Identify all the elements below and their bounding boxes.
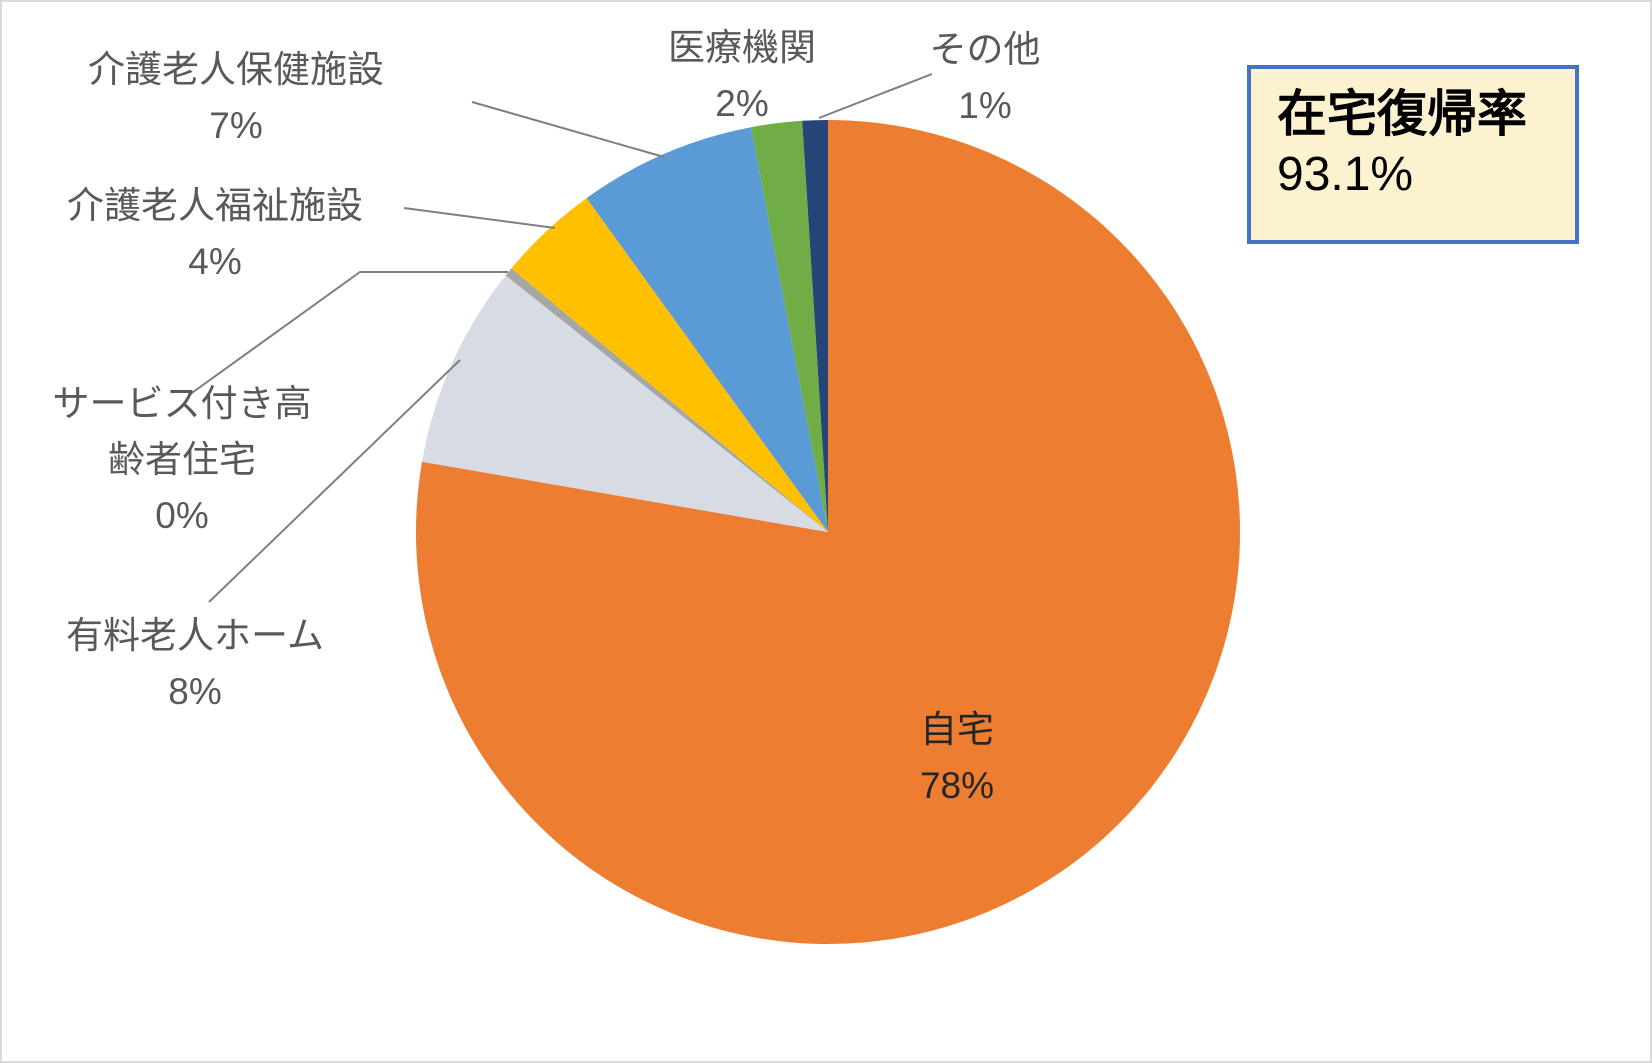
home-return-rate-box: 在宅復帰率 93.1%: [1247, 65, 1579, 244]
pie-data-label: 介護老人福祉施設 4%: [67, 178, 363, 290]
pie-data-label-line: 2%: [715, 83, 769, 124]
pie-data-label: サービス付き高 齢者住宅 0%: [53, 376, 312, 544]
pie-data-label-line: 7%: [209, 105, 263, 146]
leader-line: [818, 73, 933, 119]
leader-line: [188, 271, 508, 396]
pie-slice-3: [505, 268, 828, 532]
pie-data-label: 介護老人保健施設 7%: [88, 42, 384, 154]
pie-slice-2: [422, 275, 828, 532]
pie-data-label-line: 4%: [188, 241, 242, 282]
pie-data-label-line: サービス付き高: [52, 383, 312, 424]
home-return-rate-value: 93.1%: [1277, 148, 1414, 201]
pie-data-label: 有料老人ホーム 8%: [66, 608, 324, 720]
pie-slice-5: [586, 127, 828, 532]
pie-data-label-line: 介護老人福祉施設: [67, 185, 363, 226]
home-return-rate-title: 在宅復帰率: [1277, 86, 1527, 142]
leader-line: [471, 101, 665, 158]
pie-slice-7: [802, 120, 828, 532]
leader-line: [403, 207, 556, 229]
pie-data-label: 医療機関 2%: [668, 20, 816, 132]
pie-data-label-line: 8%: [168, 671, 222, 712]
pie-data-label-line: 0%: [155, 495, 209, 536]
pie-data-label-line: 78%: [919, 765, 995, 806]
pie-data-label: 自宅 78%: [920, 702, 994, 814]
pie-data-label-line: 医療機関: [668, 27, 816, 68]
pie-data-label-line: 自宅: [920, 709, 994, 750]
pie-slice-4: [511, 198, 828, 532]
pie-slice-6: [751, 120, 828, 532]
pie-data-label-line: 齢者住宅: [108, 439, 256, 480]
leader-line: [208, 359, 461, 603]
pie-slice-1: [416, 120, 1241, 944]
pie-data-label-line: 1%: [958, 85, 1012, 126]
pie-data-label-line: その他: [929, 29, 1041, 70]
pie-data-label-line: 介護老人保健施設: [88, 49, 384, 90]
pie-data-label-line: 有料老人ホーム: [66, 615, 324, 656]
pie-data-label: その他 1%: [930, 22, 1041, 134]
